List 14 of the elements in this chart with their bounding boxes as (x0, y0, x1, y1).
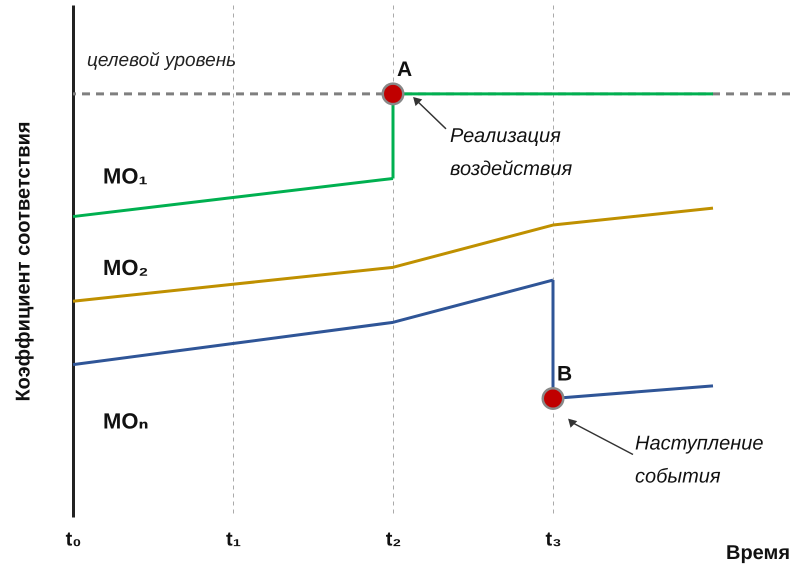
x-tick-label: t₁ (226, 528, 241, 550)
x-axis-title: Время (726, 542, 790, 564)
annotation: Наступление события (635, 432, 764, 488)
x-tick-label: t₀ (66, 528, 82, 550)
annotation: A (397, 58, 412, 81)
series-label: МО₂ (103, 255, 148, 280)
annotation: B (557, 362, 572, 386)
x-tick-label: t₃ (546, 528, 562, 550)
y-axis-title: Коэффициент соответствия (12, 121, 34, 402)
text: МОₙ (103, 408, 148, 434)
x-tick-label: t₂ (386, 528, 402, 550)
series-label: МО₁ (103, 164, 148, 189)
annotation: Реализация воздействия (450, 124, 572, 180)
ref-line-label: целевой уровень (87, 50, 236, 71)
